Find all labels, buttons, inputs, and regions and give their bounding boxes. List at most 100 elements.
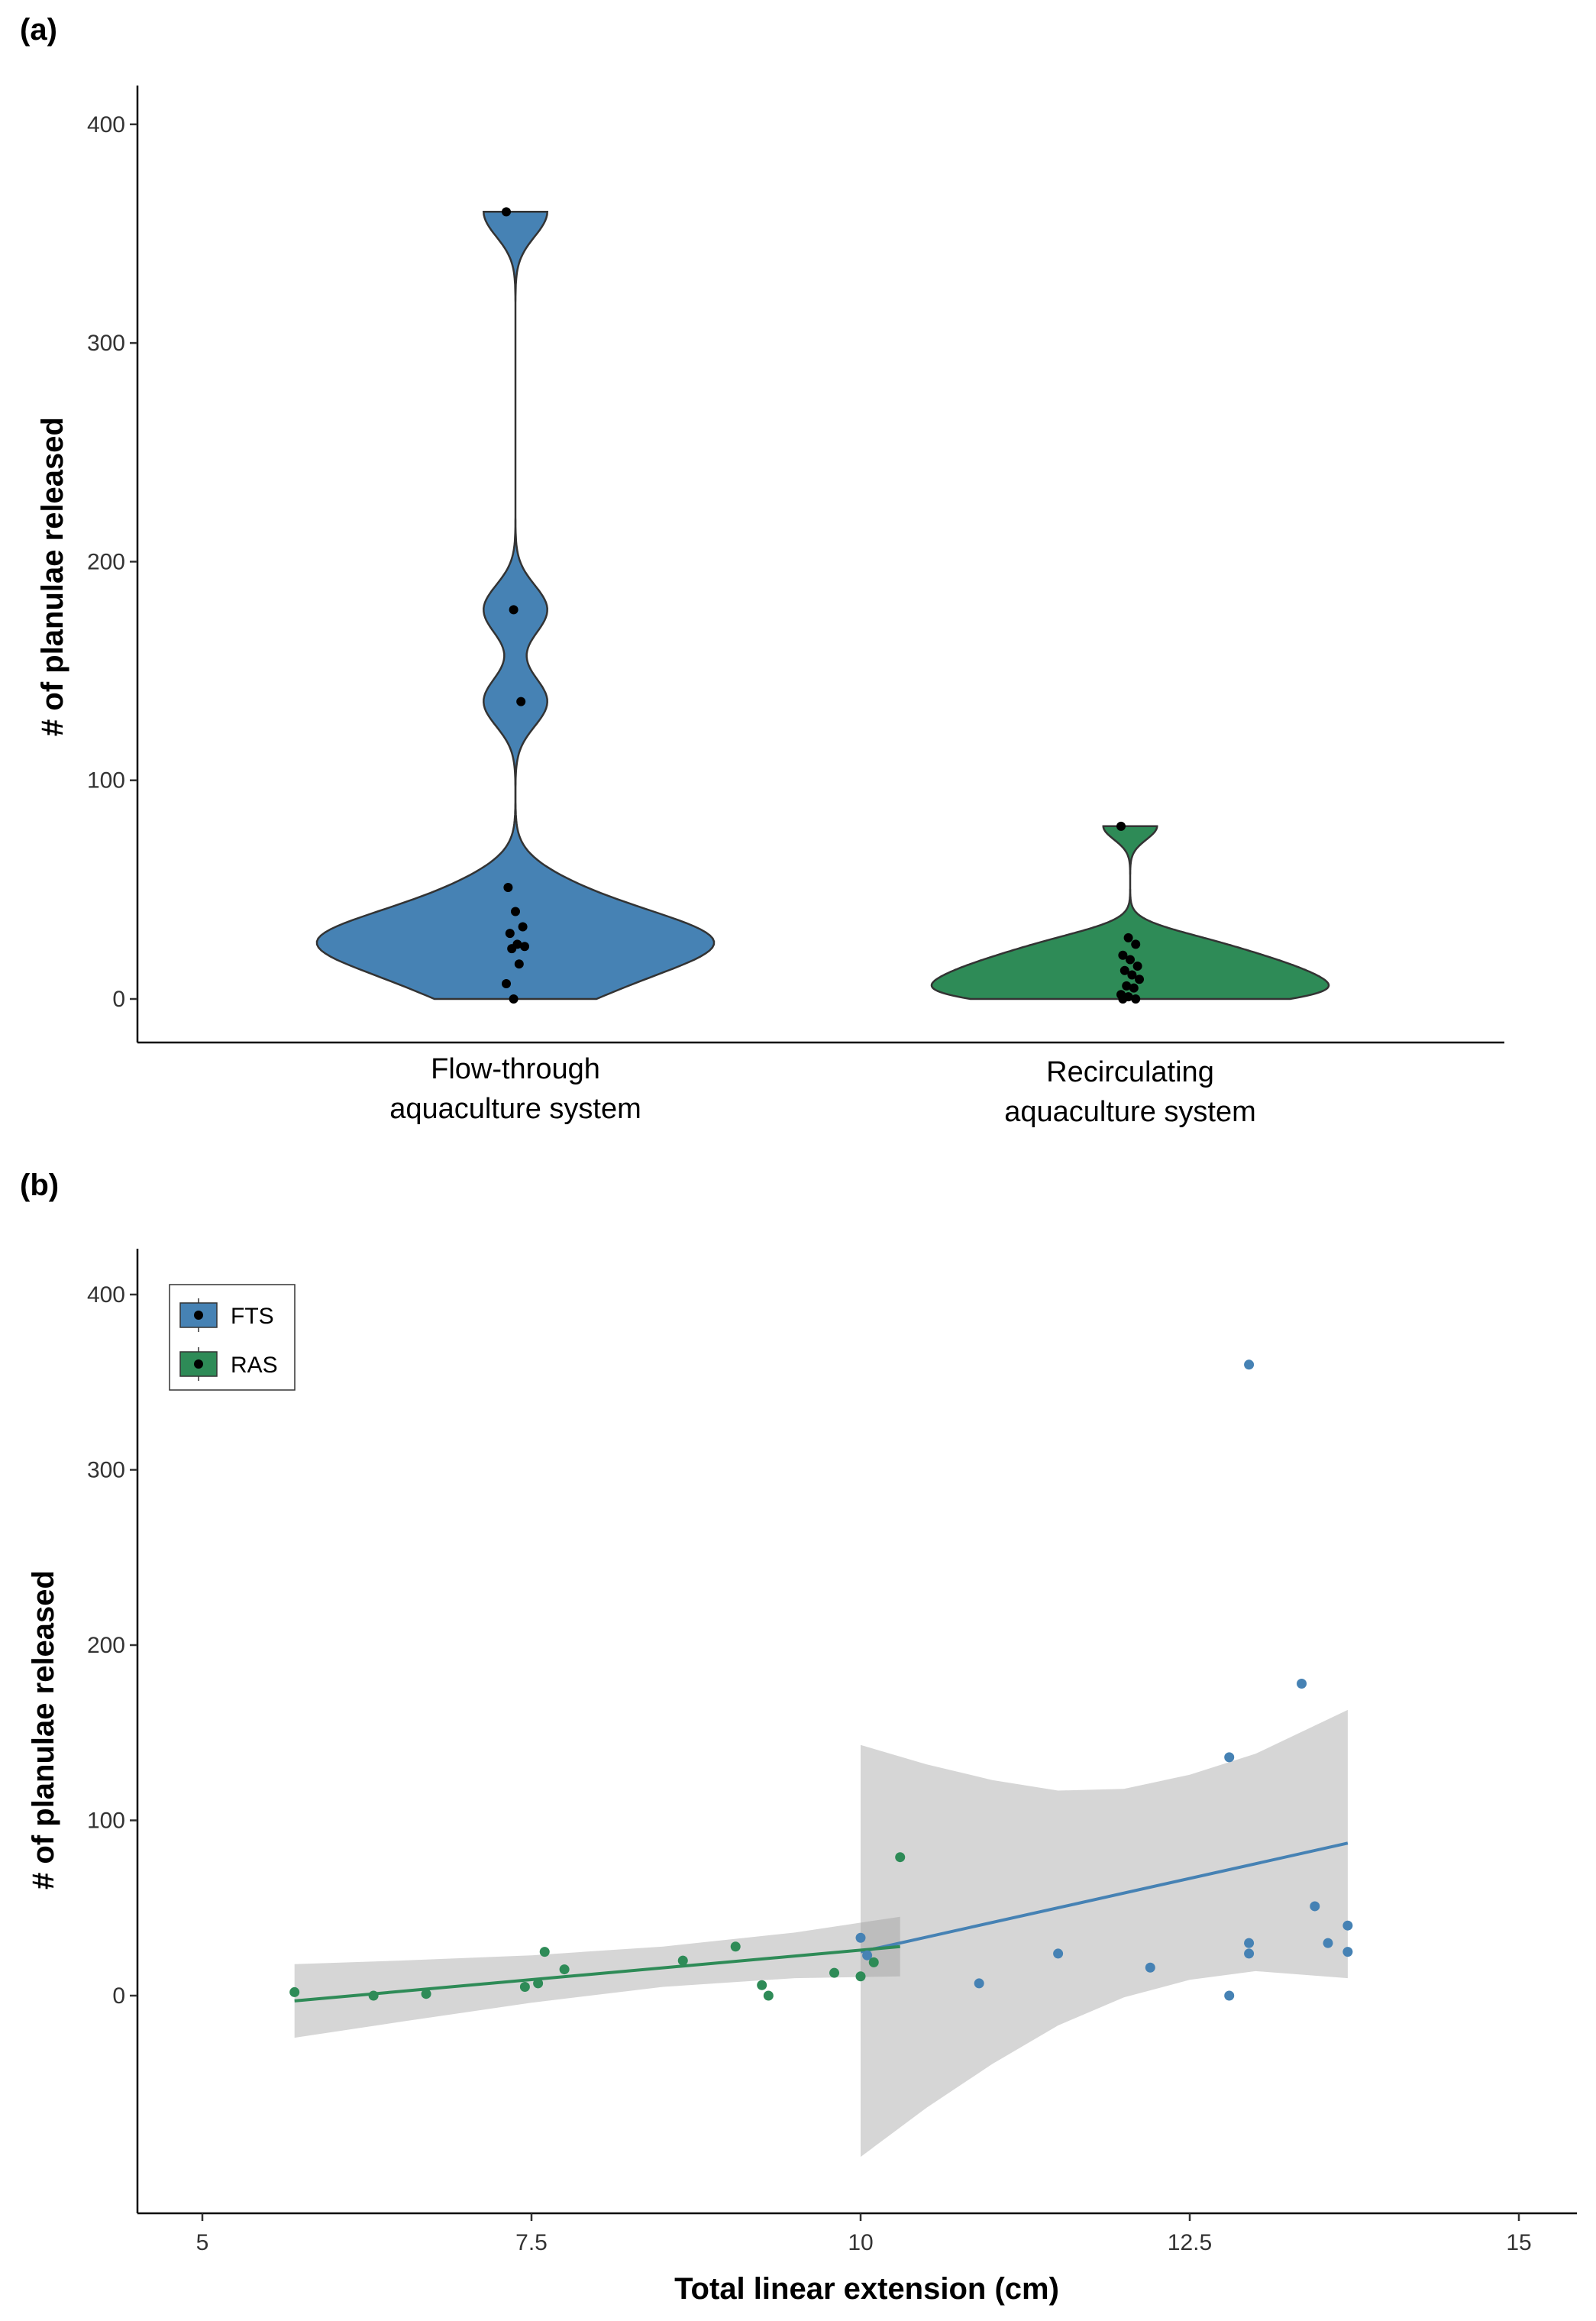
data-point (1127, 970, 1137, 980)
data-point-RAS (868, 1957, 879, 1967)
panel-a: (a) 0 100 200 300 400 Flow-through aquacultur… (20, 13, 1504, 1128)
x-tick-label: 15 (1506, 2230, 1531, 2255)
data-point-RAS (533, 1978, 544, 1989)
data-point-FTS (1323, 1938, 1333, 1948)
panel-a-y-axis-title: # of planulae released (36, 417, 69, 736)
fit-line-RAS (294, 1944, 900, 2003)
data-point-RAS (895, 1852, 906, 1863)
confidence-band-RAS (294, 1916, 900, 2038)
data-point-FTS (1145, 1962, 1155, 1973)
panel-b-confidence-bands (294, 1709, 1348, 2158)
y-tick-label: 400 (87, 1282, 125, 1308)
panel-b-axes (136, 1249, 1577, 2215)
y-tick-label: 100 (87, 768, 125, 794)
data-point (520, 942, 529, 952)
data-point (502, 978, 511, 988)
panel-b-x-ticks: 5 7.5 10 12.5 15 (196, 2213, 1532, 2255)
data-point-RAS (368, 1990, 379, 2001)
y-tick-label: 400 (87, 112, 125, 137)
data-point-FTS (1342, 1947, 1353, 1957)
confidence-band-FTS (861, 1709, 1348, 2158)
data-point-FTS (1310, 1901, 1320, 1912)
data-point (1122, 981, 1132, 991)
x-tick-label: 7.5 (515, 2230, 548, 2255)
y-tick-label: 200 (87, 1633, 125, 1658)
y-tick-label: 300 (87, 331, 125, 356)
data-point (1132, 962, 1142, 971)
data-point-FTS (1244, 1948, 1255, 1959)
data-point (503, 882, 513, 892)
data-point (516, 697, 526, 706)
data-point (507, 944, 517, 954)
data-point (514, 959, 524, 969)
category-label: Recirculating (1046, 1056, 1214, 1088)
data-point (1123, 933, 1133, 942)
legend-key-dot (194, 1311, 203, 1320)
data-point-FTS (1297, 1678, 1307, 1689)
data-point-RAS (829, 1967, 840, 1978)
data-point (509, 994, 519, 1004)
category-label: aquaculture system (1004, 1096, 1256, 1128)
data-point (1129, 983, 1139, 993)
data-point-FTS (1244, 1359, 1255, 1370)
data-point (502, 207, 511, 217)
data-point-RAS (519, 1982, 530, 1993)
panel-a-axes (136, 86, 1504, 1044)
violin-2 (930, 825, 1330, 1000)
data-point-FTS (855, 1932, 866, 1943)
y-tick-label: 200 (87, 549, 125, 574)
y-tick-label: 300 (87, 1458, 125, 1483)
y-tick-label: 0 (112, 1983, 125, 2009)
legend-key-dot (194, 1359, 203, 1369)
data-point (509, 605, 519, 615)
data-point (1116, 821, 1126, 831)
data-point (505, 929, 515, 939)
y-tick-label: 100 (87, 1809, 125, 1834)
panel-b-points (289, 1359, 1353, 2001)
violin-1 (315, 211, 716, 1000)
panel-b: (b) 0 100 200 300 400 5 7.5 10 12.5 15 # of plan… (20, 1169, 1577, 2306)
data-point-RAS (855, 1971, 866, 1982)
panel-a-y-ticks: 0 100 200 300 400 (87, 112, 137, 1012)
data-point-FTS (862, 1950, 873, 1961)
panel-b-x-axis-title: Total linear extension (cm) (674, 2272, 1059, 2306)
panel-a-x-tick-labels: Flow-through aquaculture system Recirculat… (389, 1053, 1256, 1128)
panel-b-y-axis-title: # of planulae released (27, 1570, 60, 1889)
data-point (1118, 950, 1128, 960)
panel-a-violins (315, 211, 1330, 1000)
panel-b-label: (b) (20, 1169, 59, 1202)
data-point-RAS (421, 1989, 431, 1999)
data-point (511, 907, 520, 916)
data-point-RAS (559, 1964, 570, 1975)
panel-b-legend: FTS RAS (169, 1284, 296, 1391)
data-point-RAS (757, 1980, 767, 1990)
data-point-FTS (974, 1978, 984, 1989)
data-point-FTS (1342, 1920, 1353, 1931)
panel-a-points (502, 207, 1144, 1004)
data-point-RAS (539, 1947, 550, 1957)
x-tick-label: 12.5 (1168, 2230, 1212, 2255)
data-point-RAS (730, 1941, 741, 1952)
fit-line-FTS (860, 1841, 1349, 1954)
data-point (1126, 955, 1135, 965)
category-label: aquaculture system (389, 1093, 641, 1125)
data-point-FTS (1224, 1752, 1235, 1763)
data-point (518, 922, 528, 932)
y-tick-label: 0 (112, 987, 125, 1012)
legend-label-FTS: FTS (231, 1304, 274, 1329)
data-point (1131, 994, 1141, 1004)
data-point-FTS (1053, 1948, 1064, 1959)
data-point (1131, 939, 1141, 949)
x-tick-label: 5 (196, 2230, 209, 2255)
data-point (1119, 965, 1129, 975)
data-point (1135, 975, 1144, 984)
legend-label-RAS: RAS (231, 1353, 278, 1378)
data-point-RAS (677, 1955, 688, 1966)
panel-a-label: (a) (20, 13, 57, 47)
data-point (1118, 994, 1128, 1004)
data-point-FTS (1224, 1990, 1235, 2001)
panel-b-fit-lines (294, 1841, 1349, 2003)
data-point-RAS (289, 1986, 300, 1997)
x-tick-label: 10 (848, 2230, 873, 2255)
